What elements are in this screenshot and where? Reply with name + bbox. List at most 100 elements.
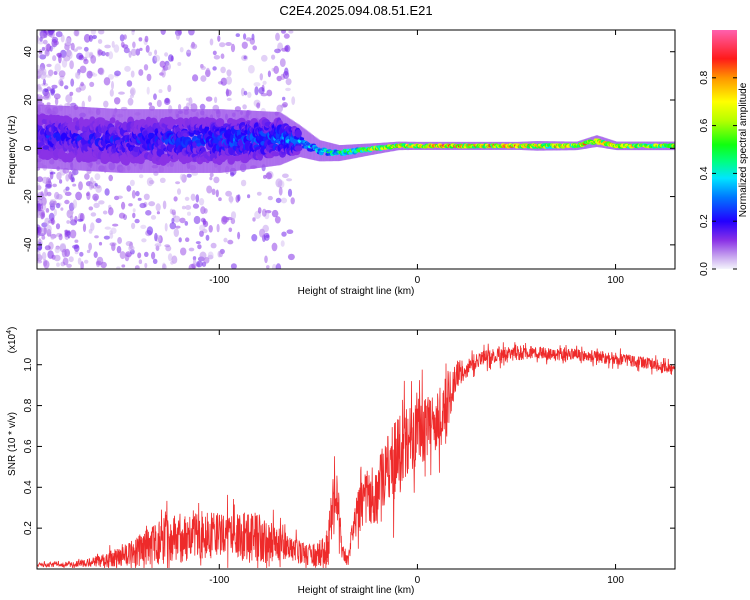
spectrogram-cell <box>225 89 232 97</box>
spectrogram-cell <box>113 44 120 53</box>
spectrogram-cell <box>228 227 233 233</box>
spectrogram-cell <box>252 45 257 51</box>
spectrogram-cell <box>199 251 207 261</box>
spectrogram-cell <box>53 200 57 205</box>
colorbar-tick-label: 0.8 <box>699 70 710 84</box>
spectrogram-cell <box>64 199 70 205</box>
snr-ticks: -100 0 100 0.2 0.4 0.6 0.8 1.0 <box>23 330 675 586</box>
spectrogram-cell <box>65 94 73 103</box>
spectrogram-cell <box>42 39 48 45</box>
spectrogram-cell <box>37 182 40 187</box>
spectrogram-cell <box>170 260 174 265</box>
spectrogram-cell <box>121 264 126 268</box>
spectrogram-cell <box>186 173 192 178</box>
spectrogram-cell <box>96 256 104 266</box>
spectrogram-cell <box>213 55 221 60</box>
spectrogram-cell <box>264 255 268 264</box>
spectrogram-cell <box>37 41 44 45</box>
spectrogram-cells <box>37 30 675 269</box>
spectrogram-cell <box>109 242 117 247</box>
spectrogram-cell <box>184 196 190 201</box>
spectrogram-cell <box>53 71 58 75</box>
spectrogram-cell <box>187 211 191 216</box>
spectrogram-cell <box>282 173 289 179</box>
colorbar-ticks: 0.0 0.2 0.4 0.6 0.8 <box>699 70 737 276</box>
spectrogram-cell <box>251 234 258 242</box>
spectrogram-cell <box>290 197 295 205</box>
spectrogram-cell <box>78 54 85 61</box>
spectrogram-cell <box>171 209 176 216</box>
spectrogram-cell <box>92 193 99 201</box>
spectrogram-cell <box>275 178 283 188</box>
spectrogram-panel: -100 0 100 -40 -20 0 20 40 Height of straight l… <box>7 29 676 297</box>
colorbar: 0.0 0.2 0.4 0.6 0.8 Normalized spectral ampl… <box>699 30 749 276</box>
spectrogram-cell <box>104 44 111 49</box>
colorbar-tick-label: 0.4 <box>699 166 710 180</box>
spectrogram-cell <box>262 80 267 85</box>
spectrogram-cell <box>287 188 293 197</box>
spectrogram-cell <box>54 97 59 106</box>
spectrogram-cell <box>158 89 163 94</box>
colorbar-tick-label: 0.0 <box>699 262 710 276</box>
spectrogram-cell <box>44 217 50 226</box>
spectrogram-cell <box>116 266 121 269</box>
spectrogram-cell <box>83 33 91 43</box>
spectrogram-cell <box>278 186 283 196</box>
spectrogram-cell <box>180 247 187 256</box>
spectrogram-cell <box>79 65 87 74</box>
spectrogram-cell <box>123 47 130 54</box>
spectrogram-cell <box>67 210 74 215</box>
snr-y-tick-label: 0.8 <box>23 398 34 412</box>
spectrogram-cell <box>177 188 181 195</box>
spectrogram-cell <box>154 232 158 242</box>
spectrogram-cell <box>118 91 125 95</box>
spectrogram-cell <box>151 251 156 260</box>
spectrogram-cell <box>72 199 78 209</box>
spectrogram-cell <box>92 34 97 40</box>
spectrogram-cell <box>154 54 161 62</box>
spectrogram-cell <box>188 263 196 269</box>
spectrogram-cell <box>54 63 61 73</box>
spectrogram-cell <box>205 96 213 102</box>
spectrogram-cell <box>162 263 167 269</box>
spectrogram-cell <box>209 172 214 177</box>
spectrogram-cell <box>116 195 123 199</box>
spectrogram-cell <box>131 222 136 230</box>
spectrogram-x-tick-label: -100 <box>209 275 229 286</box>
spectrogram-xlabel: Height of straight line (km) <box>298 286 415 297</box>
spectrogram-cell <box>85 51 90 58</box>
spectrogram-cell <box>89 183 94 190</box>
spectrogram-cell <box>188 30 195 36</box>
spectrogram-cell <box>44 49 50 57</box>
spectrogram-cell <box>672 144 675 148</box>
spectrogram-cell <box>139 174 144 179</box>
spectrogram-cell <box>217 35 221 42</box>
spectrogram-cell <box>171 217 175 224</box>
spectrogram-cell <box>190 43 198 50</box>
spectrogram-cell <box>229 194 234 204</box>
spectrogram-ticks: -100 0 100 -40 -20 0 20 40 <box>23 30 675 286</box>
spectrogram-cell <box>271 242 278 252</box>
spectrogram-cell <box>129 179 135 187</box>
spectrogram-cell <box>257 207 262 214</box>
spectrogram-cell <box>72 183 77 187</box>
spectrogram-cell <box>80 261 84 269</box>
spectrogram-cell <box>173 215 181 223</box>
spectrogram-cell <box>186 50 192 54</box>
spectrogram-cell <box>205 67 211 76</box>
spectrogram-cell <box>119 34 125 42</box>
spectrogram-cell <box>165 62 171 71</box>
snr-x-tick-label: 100 <box>607 575 624 586</box>
spectrogram-cell <box>50 87 56 94</box>
spectrogram-cell <box>305 142 311 146</box>
spectrogram-cell <box>184 221 189 226</box>
snr-xlabel: Height of straight line (km) <box>298 585 415 596</box>
snr-frame <box>36 329 676 570</box>
spectrogram-cell <box>287 253 295 261</box>
spectrogram-cell <box>225 42 232 46</box>
spectrogram-cell <box>275 263 282 269</box>
spectrogram-cell <box>199 103 206 110</box>
colorbar-tick-label: 0.6 <box>699 118 710 132</box>
spectrogram-cell <box>159 177 166 183</box>
spectrogram-cell <box>159 60 166 68</box>
